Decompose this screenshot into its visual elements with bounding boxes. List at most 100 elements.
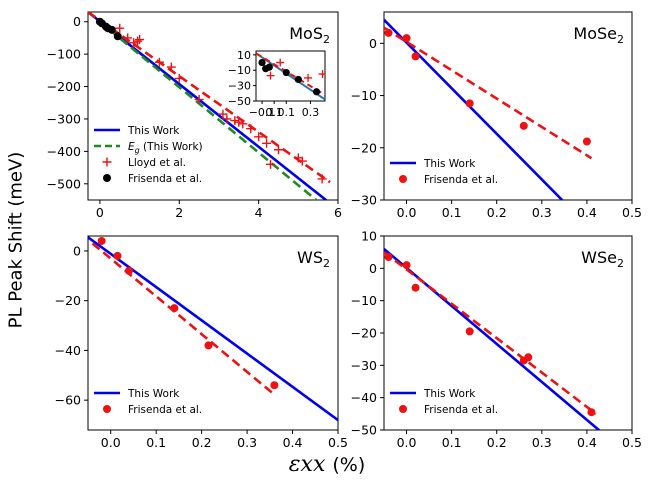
mos2-legend-label: This Work (127, 125, 180, 137)
mose2-legend-swatch (399, 175, 407, 183)
ws2-dot-marker (113, 251, 122, 260)
mos2-title-main: MoS (289, 24, 323, 43)
ws2-dot-marker (270, 381, 279, 390)
mos2-dot-marker (107, 25, 116, 34)
y-axis-label: PL Peak Shift (meV) (5, 151, 27, 329)
wse2-plot-area (384, 247, 601, 430)
wse2-ytick-label: −30 (351, 358, 377, 373)
mos2-plus-marker (234, 117, 244, 127)
mos2-inset-xtick-label: −0.1 (249, 106, 276, 119)
ws2-dot-marker (97, 236, 106, 245)
mos2-legend-eg-rest: (This Work) (140, 141, 203, 153)
mose2-xtick-label: 0.3 (532, 205, 552, 220)
mos2-ytick-label: −100 (47, 47, 81, 62)
ws2-xtick-label: 0.1 (146, 435, 166, 450)
mos2-plus-marker (254, 132, 264, 142)
ws2-title-sub: 2 (323, 257, 330, 270)
ws2-dot-marker (170, 304, 179, 313)
mos2-inset-dot (258, 58, 266, 67)
mose2-frame (383, 11, 633, 201)
ws2-title: WS2 (297, 248, 330, 270)
wse2-dot-marker (465, 327, 474, 336)
mose2-dot-marker (582, 137, 591, 146)
mos2-plus-marker (218, 109, 228, 119)
mose2-title-sub: 2 (617, 33, 624, 46)
mos2-plot-area (88, 12, 331, 200)
ws2-ytick-label: −40 (55, 343, 81, 358)
mos2-plus-marker (154, 57, 164, 67)
mos2-inset-ytick-label: −10 (228, 64, 251, 77)
mos2-inset-ytick-label: 10 (237, 49, 251, 62)
mose2-dot-marker (411, 52, 420, 61)
ws2-legend-label: Frisenda et al. (128, 404, 202, 416)
mos2-inset: 10 −10 −30 −50−0.10.10.1 0.3 (228, 49, 326, 119)
wse2-xtick-label: 0.5 (622, 435, 642, 450)
wse2-legend-entry: This Work (390, 388, 476, 400)
mos2-xtick-label: 0 (96, 205, 104, 220)
mos2-plus-marker (262, 138, 272, 148)
x-axis-symbol: εxx (288, 452, 326, 477)
mos2-ytick-label: 0 (73, 14, 81, 29)
wse2-xtick-label: 0.4 (577, 435, 597, 450)
mos2-plus-marker (129, 38, 139, 48)
mos2-inset-xtick-label: 0.1 (265, 106, 283, 119)
mos2-plus-marker (246, 124, 256, 134)
mos2-plus-marker (266, 159, 276, 169)
mos2-frame (87, 11, 339, 201)
wse2-dot-marker (524, 353, 533, 362)
mose2-ytick-label: −20 (351, 140, 377, 155)
mose2-dot-marker (384, 28, 393, 37)
ws2-plot-area (88, 236, 338, 422)
mos2-legend-entry: This Work (94, 125, 180, 137)
wse2-legend-swatch (399, 405, 407, 413)
mose2-xtick-label: 0.1 (442, 205, 462, 220)
mose2-ytick-label: −10 (351, 88, 377, 103)
mos2-inset-xtick-label: 0.1 (278, 106, 296, 119)
ws2-xtick-label: 0.3 (237, 435, 257, 450)
wse2-xtick-label: 0.2 (487, 435, 507, 450)
x-axis-unit: (%) (332, 454, 366, 476)
wse2-ytick-label: 0 (369, 261, 377, 276)
mos2-ytick-label: −300 (47, 111, 81, 126)
mose2-xtick-label: 0.4 (577, 205, 597, 220)
mos2-legend-label: Eg (This Work) (128, 141, 203, 155)
wse2-ytick-label: −20 (351, 326, 377, 341)
wse2-legend-entry: Frisenda et al. (399, 404, 498, 416)
x-axis-label: εxx (%) (0, 452, 654, 477)
mose2-series-line (384, 26, 593, 160)
mos2-plus-marker (273, 145, 283, 155)
mos2-legend-swatch (103, 174, 111, 182)
mos2-xtick-label: 2 (175, 205, 183, 220)
mos2-legend-entry: Eg (This Work) (94, 141, 203, 155)
wse2-dot-marker (402, 261, 411, 270)
ws2-ytick-label: 0 (73, 243, 81, 258)
mos2-plus-marker (135, 35, 145, 45)
mos2-plus-marker (194, 95, 204, 105)
ws2-ytick-label: −20 (55, 293, 81, 308)
wse2-legend-label: This Work (423, 388, 476, 400)
wse2-ytick-label: −40 (351, 390, 377, 405)
mose2-panel: 0.0 0.1 0.2 0.3 0.4 0.5 0 −10 −20 −30 MoSe2 This Wo… (351, 11, 642, 220)
mos2-inset-plus (304, 73, 313, 82)
mos2-inset-ytick-label: −30 (228, 80, 251, 93)
mos2-ytick-label: −200 (47, 79, 81, 94)
mos2-xtick-label: 4 (255, 205, 263, 220)
mose2-dot-marker (465, 99, 474, 108)
wse2-ytick-label: −10 (351, 293, 377, 308)
mos2-dot-marker (113, 32, 122, 41)
mos2-inset-plus (318, 70, 325, 79)
mos2-ytick-label: −500 (47, 176, 81, 191)
mos2-plus-marker (297, 156, 307, 166)
mos2-legend-eg: E (128, 141, 135, 153)
mos2-plus-marker (230, 116, 240, 126)
mos2-legend-label: Lloyd et al. (128, 157, 186, 169)
mose2-title-main: MoSe (573, 24, 617, 43)
mose2-plot-area (384, 18, 593, 200)
ws2-legend-entry: This Work (94, 388, 180, 400)
ws2-xtick-label: 0.4 (283, 435, 303, 450)
wse2-legend-label: Frisenda et al. (424, 404, 498, 416)
mos2-inset-dot (282, 68, 290, 77)
wse2-title-sub: 2 (617, 257, 624, 270)
